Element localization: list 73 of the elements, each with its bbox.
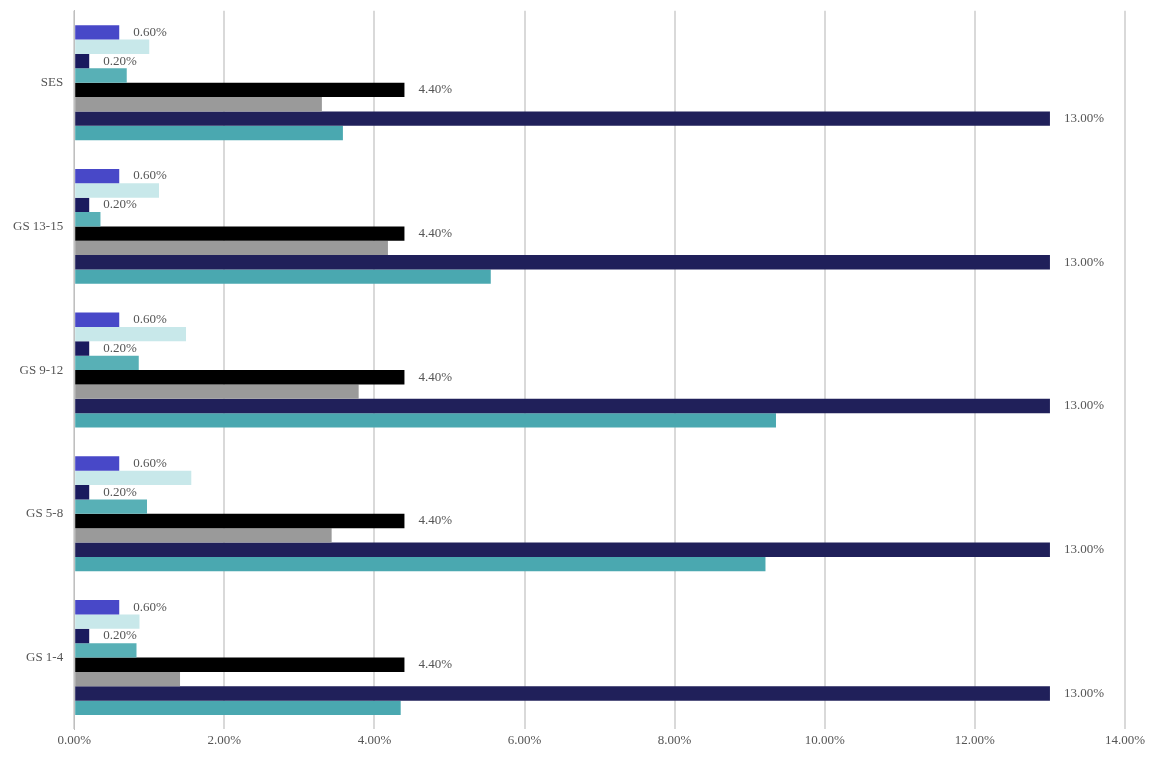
data-label: 0.20% — [103, 52, 137, 68]
bar — [75, 413, 776, 428]
bar — [75, 111, 1050, 126]
bar — [75, 125, 343, 141]
bar — [75, 82, 405, 98]
x-tick-label: 0.00% — [57, 731, 92, 747]
bar — [75, 39, 150, 54]
data-label: 0.20% — [103, 627, 137, 643]
bar — [75, 470, 192, 486]
y-tick-label: GS 5-8 — [25, 505, 64, 521]
y-tick-label: GS 9-12 — [19, 361, 64, 377]
bar — [75, 499, 147, 514]
data-label: 0.60% — [133, 454, 167, 470]
data-label: 0.60% — [133, 311, 167, 327]
x-tick-label: 8.00% — [657, 731, 692, 747]
bar — [75, 341, 90, 356]
data-label: 0.60% — [133, 167, 167, 183]
bar — [75, 255, 1050, 270]
bar — [75, 671, 181, 687]
bar — [75, 168, 120, 184]
bar — [75, 97, 322, 112]
bar — [75, 628, 90, 644]
bar — [75, 53, 90, 69]
y-tick-label: SES — [40, 74, 64, 90]
data-label: 4.40% — [418, 368, 453, 384]
data-label: 0.60% — [133, 23, 167, 39]
bar — [75, 197, 90, 213]
bar — [75, 700, 401, 716]
bar — [75, 657, 405, 672]
data-label: 0.20% — [103, 196, 137, 212]
data-label: 0.20% — [103, 483, 137, 499]
data-label: 4.40% — [418, 81, 453, 97]
bar — [75, 312, 120, 327]
bar — [75, 542, 1050, 557]
bar — [75, 643, 137, 658]
bar — [75, 614, 140, 629]
bar — [75, 513, 405, 529]
bar — [75, 528, 332, 543]
bar — [75, 398, 1050, 414]
data-label: 0.20% — [103, 339, 137, 355]
x-tick-label: 12.00% — [954, 731, 996, 747]
bar — [75, 485, 90, 500]
y-tick-label: GS 13-15 — [12, 217, 64, 233]
bar — [75, 240, 388, 256]
bar — [75, 326, 187, 342]
bar — [75, 25, 120, 40]
bar — [75, 686, 1050, 701]
bar — [75, 370, 405, 385]
bar — [75, 384, 359, 399]
data-label: 13.00% — [1063, 253, 1105, 269]
data-label: 4.40% — [418, 224, 453, 240]
x-tick-label: 6.00% — [507, 731, 542, 747]
bar — [75, 456, 120, 471]
bar — [75, 68, 127, 83]
bar — [75, 183, 160, 198]
y-tick-label: GS 1-4 — [25, 648, 64, 664]
bar — [75, 556, 766, 572]
data-label: 4.40% — [418, 656, 453, 672]
bar — [75, 226, 405, 241]
x-tick-label: 4.00% — [357, 731, 392, 747]
data-label: 13.00% — [1063, 110, 1105, 126]
bar — [75, 600, 120, 615]
data-label: 13.00% — [1063, 397, 1105, 413]
x-tick-label: 2.00% — [207, 731, 242, 747]
data-label: 13.00% — [1063, 541, 1105, 557]
bar — [75, 212, 101, 227]
data-label: 13.00% — [1063, 684, 1105, 700]
x-tick-label: 14.00% — [1104, 731, 1146, 747]
bar — [75, 269, 491, 284]
bar — [75, 355, 139, 371]
data-label: 0.60% — [133, 598, 167, 614]
x-tick-label: 10.00% — [804, 731, 845, 747]
data-label: 4.40% — [418, 512, 453, 528]
